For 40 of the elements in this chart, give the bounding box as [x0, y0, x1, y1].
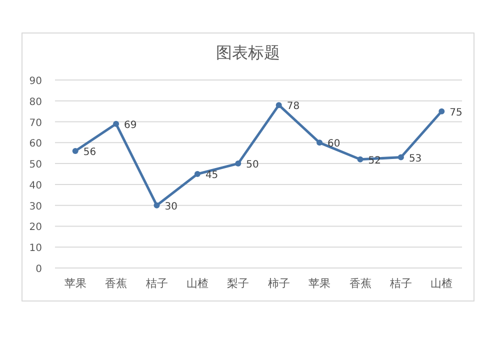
data-label: 30	[164, 201, 178, 212]
x-tick-label: 桔子	[144, 277, 168, 290]
y-tick-label: 30	[29, 201, 42, 212]
point	[316, 140, 323, 146]
x-tick-label: 香蕉	[105, 277, 128, 290]
data-label: 45	[205, 170, 218, 181]
y-tick-label: 60	[29, 138, 42, 150]
point	[72, 148, 78, 154]
data-label: 50	[246, 160, 259, 171]
x-tick-label: 苹果	[308, 277, 331, 290]
point	[398, 154, 404, 160]
y-tick-label: 20	[29, 222, 42, 234]
x-tick-label: 梨子	[227, 277, 250, 290]
data-label: 75	[450, 107, 462, 118]
point	[357, 156, 364, 162]
y-tick-label: 10	[29, 243, 42, 254]
point	[276, 102, 282, 108]
y-tick-label: 80	[29, 96, 42, 108]
data-label: 60	[328, 138, 340, 150]
data-label: 78	[286, 101, 300, 112]
y-tick-label: 40	[29, 180, 42, 192]
y-tick-label: 0	[36, 264, 42, 275]
point	[113, 120, 120, 127]
point	[154, 202, 160, 208]
x-tick-label: 山楂	[430, 277, 453, 290]
data-label: 53	[408, 153, 422, 164]
x-tick-label: 山楂	[186, 277, 208, 290]
point	[438, 108, 445, 114]
x-tick-label: 苹果	[64, 277, 86, 290]
y-tick-label: 50	[29, 160, 42, 171]
point	[194, 171, 200, 177]
data-label: 69	[124, 120, 137, 131]
x-tick-label: 香蕉	[349, 277, 372, 290]
x-tick-label: 柿子	[268, 277, 290, 290]
y-tick-label: 90	[29, 76, 42, 87]
point	[235, 160, 242, 167]
data-label: 56	[83, 147, 96, 158]
chart-title: 图表标题	[216, 43, 280, 62]
y-tick-label: 70	[29, 118, 42, 129]
x-tick-label: 桔子	[388, 277, 412, 290]
